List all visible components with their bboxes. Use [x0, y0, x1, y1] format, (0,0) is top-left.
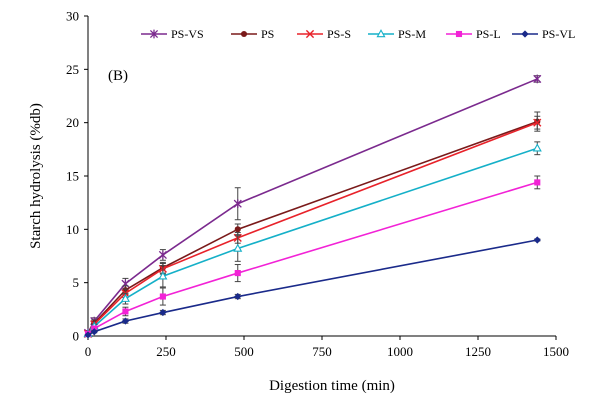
legend-label: PS: [261, 27, 274, 41]
series-group: [83, 74, 542, 339]
legend-label: PS-S: [327, 27, 351, 41]
data-point: [455, 30, 463, 38]
data-point: [234, 292, 242, 301]
data-point: [533, 236, 541, 244]
data-point: [149, 29, 159, 39]
ticks: 0 250 500 750 1000 1250 1500 0 5 10 15 20 25 30: [66, 9, 569, 360]
data-point: [305, 29, 315, 39]
y-tick-label: 20: [66, 115, 79, 130]
series-ps-s: [83, 115, 542, 338]
y-tick-label: 5: [73, 275, 80, 290]
legend-label: PS-L: [476, 27, 501, 41]
series-ps-m: [83, 141, 542, 338]
panel-label: (B): [108, 68, 128, 84]
data-point: [234, 270, 241, 277]
series-ps-vl: [84, 236, 541, 339]
y-tick-label: 25: [66, 62, 79, 77]
legend-item-ps-l: PS-L: [446, 27, 501, 41]
x-tick-label: 1500: [543, 344, 569, 359]
data-point: [532, 143, 542, 152]
data-point: [233, 243, 243, 252]
series-line: [87, 239, 538, 336]
y-tick-label: 30: [66, 9, 79, 24]
x-tick-label: 1000: [387, 344, 413, 359]
series-line: [87, 181, 538, 335]
y-axis-title: Starch hydrolysis (%db): [28, 103, 44, 249]
data-point: [90, 328, 98, 336]
x-tick-label: 500: [234, 344, 254, 359]
legend-label: PS-VL: [542, 27, 575, 41]
x-tick-label: 1250: [465, 344, 491, 359]
legend-label: PS-VS: [171, 27, 204, 41]
data-point: [159, 308, 167, 317]
data-point: [158, 250, 167, 260]
y-tick-label: 0: [73, 329, 80, 344]
legend-item-ps-vs: PS-VS: [141, 27, 204, 41]
x-tick-label: 250: [156, 344, 176, 359]
data-point: [84, 331, 92, 339]
series-line: [87, 121, 538, 335]
data-point: [534, 179, 541, 186]
data-point: [159, 293, 166, 300]
legend: PS-VS PS PS-S PS-M PS-L PS-VL: [141, 27, 575, 41]
data-point: [240, 30, 248, 38]
data-point: [120, 293, 130, 302]
y-tick-label: 10: [66, 222, 79, 237]
data-point: [122, 308, 129, 315]
series-line: [87, 147, 538, 335]
data-point: [521, 30, 529, 38]
legend-item-ps-vl: PS-VL: [512, 27, 575, 41]
legend-item-ps-m: PS-M: [368, 27, 426, 41]
data-point: [233, 199, 242, 209]
series-ps-vs: [83, 74, 542, 338]
data-point: [158, 271, 168, 280]
legend-item-ps: PS: [231, 27, 274, 41]
series-line: [87, 120, 538, 334]
x-tick-label: 750: [312, 344, 332, 359]
series-ps-l: [84, 175, 541, 337]
x-tick-label: 0: [85, 344, 92, 359]
data-point: [533, 118, 542, 127]
axes: [87, 16, 556, 337]
data-point: [234, 226, 241, 233]
data-point: [121, 317, 130, 325]
data-point: [376, 29, 386, 38]
data-point: [533, 74, 542, 84]
legend-label: PS-M: [398, 27, 426, 41]
y-tick-label: 15: [66, 169, 79, 184]
x-axis-title: Digestion time (min): [269, 378, 395, 394]
series-line: [87, 78, 538, 334]
legend-item-ps-s: PS-S: [297, 27, 351, 41]
